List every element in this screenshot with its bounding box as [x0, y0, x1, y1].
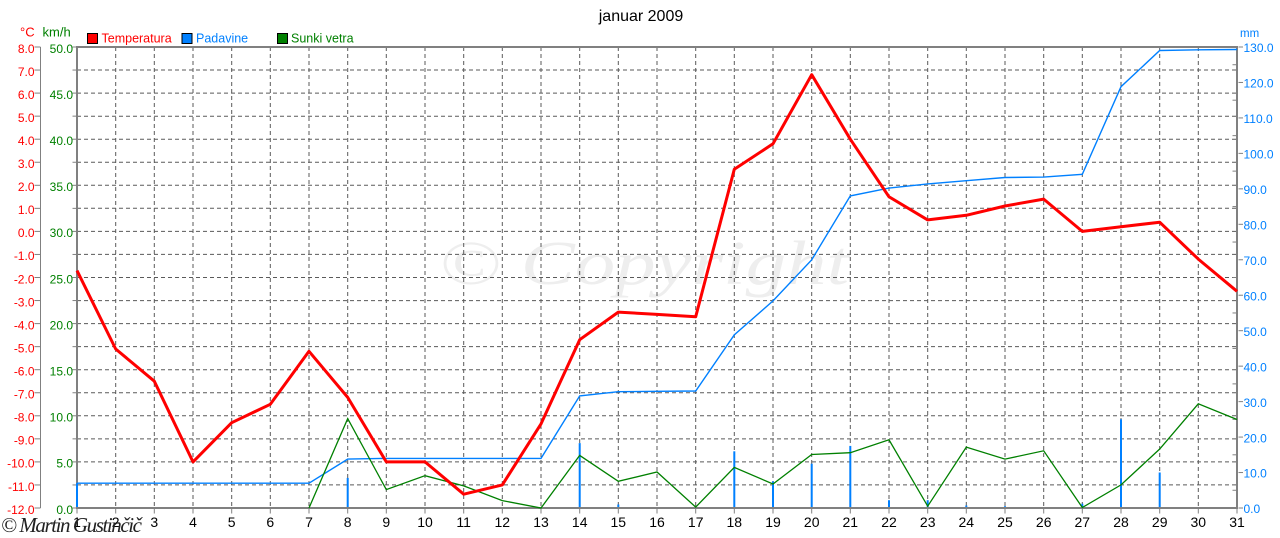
svg-text:100.0: 100.0 [1244, 148, 1274, 162]
svg-text:20.0: 20.0 [1244, 431, 1268, 445]
svg-text:Padavine: Padavine [196, 32, 248, 46]
svg-text:30.0: 30.0 [50, 226, 74, 240]
svg-text:15.0: 15.0 [50, 365, 74, 379]
svg-text:3: 3 [150, 514, 158, 530]
svg-text:-1.0: -1.0 [14, 249, 35, 263]
svg-text:16: 16 [649, 514, 665, 530]
svg-text:30: 30 [1191, 514, 1207, 530]
svg-text:0.0: 0.0 [18, 226, 35, 240]
svg-text:13: 13 [533, 514, 549, 530]
svg-text:28: 28 [1113, 514, 1129, 530]
svg-text:© Copyright: © Copyright [439, 230, 851, 298]
svg-text:26: 26 [1036, 514, 1052, 530]
svg-text:60.0: 60.0 [1244, 289, 1268, 303]
svg-text:90.0: 90.0 [1244, 183, 1268, 197]
svg-text:-5.0: -5.0 [14, 341, 35, 355]
svg-text:20.0: 20.0 [50, 318, 74, 332]
svg-text:5.0: 5.0 [56, 457, 73, 471]
svg-text:0.0: 0.0 [1244, 502, 1261, 516]
svg-text:5.0: 5.0 [18, 111, 35, 125]
svg-text:24: 24 [959, 514, 975, 530]
svg-text:-3.0: -3.0 [14, 295, 35, 309]
svg-text:19: 19 [765, 514, 781, 530]
svg-text:40.0: 40.0 [50, 134, 74, 148]
svg-text:Temperatura: Temperatura [102, 32, 172, 46]
svg-text:-11.0: -11.0 [8, 480, 35, 494]
svg-text:31: 31 [1229, 514, 1245, 530]
svg-text:17: 17 [688, 514, 704, 530]
svg-text:25: 25 [997, 514, 1013, 530]
svg-text:4.0: 4.0 [18, 134, 35, 148]
svg-text:1.0: 1.0 [18, 203, 35, 217]
svg-text:5: 5 [228, 514, 236, 530]
svg-text:120.0: 120.0 [1244, 77, 1274, 91]
svg-text:-4.0: -4.0 [14, 318, 35, 332]
svg-text:22: 22 [881, 514, 897, 530]
svg-text:-9.0: -9.0 [14, 434, 35, 448]
svg-text:20: 20 [804, 514, 820, 530]
svg-text:14: 14 [572, 514, 588, 530]
svg-text:-6.0: -6.0 [14, 365, 35, 379]
svg-text:70.0: 70.0 [1244, 254, 1268, 268]
svg-text:80.0: 80.0 [1244, 219, 1268, 233]
svg-text:januar 2009: januar 2009 [598, 8, 684, 25]
svg-text:Sunki vetra: Sunki vetra [291, 32, 354, 46]
svg-text:29: 29 [1152, 514, 1168, 530]
svg-text:-12.0: -12.0 [7, 503, 35, 517]
svg-text:45.0: 45.0 [50, 88, 74, 102]
svg-text:2.0: 2.0 [18, 180, 35, 194]
svg-text:110.0: 110.0 [1244, 112, 1273, 126]
svg-text:8.0: 8.0 [18, 42, 35, 56]
svg-text:7: 7 [305, 514, 313, 530]
svg-text:7.0: 7.0 [18, 65, 35, 79]
svg-text:35.0: 35.0 [50, 180, 74, 194]
svg-text:-8.0: -8.0 [14, 411, 35, 425]
svg-text:-2.0: -2.0 [14, 272, 35, 286]
svg-text:4: 4 [189, 514, 197, 530]
svg-text:-10.0: -10.0 [7, 457, 35, 471]
svg-text:50.0: 50.0 [50, 42, 74, 56]
svg-text:15: 15 [611, 514, 627, 530]
svg-text:6.0: 6.0 [18, 88, 35, 102]
svg-text:3.0: 3.0 [18, 157, 35, 171]
svg-text:18: 18 [727, 514, 743, 530]
svg-text:0.0: 0.0 [56, 503, 73, 517]
svg-text:2: 2 [112, 514, 120, 530]
svg-text:-7.0: -7.0 [14, 388, 35, 402]
svg-text:50.0: 50.0 [1244, 325, 1268, 339]
svg-text:9: 9 [382, 514, 390, 530]
svg-text:25.0: 25.0 [50, 272, 74, 286]
svg-text:1: 1 [73, 514, 81, 530]
svg-text:10.0: 10.0 [50, 411, 74, 425]
svg-text:23: 23 [920, 514, 936, 530]
svg-text:40.0: 40.0 [1244, 360, 1268, 374]
svg-text:°C: °C [20, 25, 35, 40]
svg-text:12: 12 [495, 514, 511, 530]
svg-text:130.0: 130.0 [1244, 41, 1274, 55]
svg-text:27: 27 [1075, 514, 1091, 530]
svg-text:10.0: 10.0 [1244, 467, 1268, 481]
svg-text:21: 21 [843, 514, 859, 530]
svg-text:mm: mm [1240, 28, 1259, 40]
svg-text:6: 6 [266, 514, 274, 530]
svg-text:10: 10 [417, 514, 433, 530]
svg-text:30.0: 30.0 [1244, 396, 1268, 410]
svg-text:11: 11 [456, 514, 471, 530]
svg-text:8: 8 [344, 514, 352, 530]
svg-text:km/h: km/h [43, 25, 71, 40]
svg-text:© Martin Gustinčič: © Martin Gustinčič [1, 513, 144, 537]
